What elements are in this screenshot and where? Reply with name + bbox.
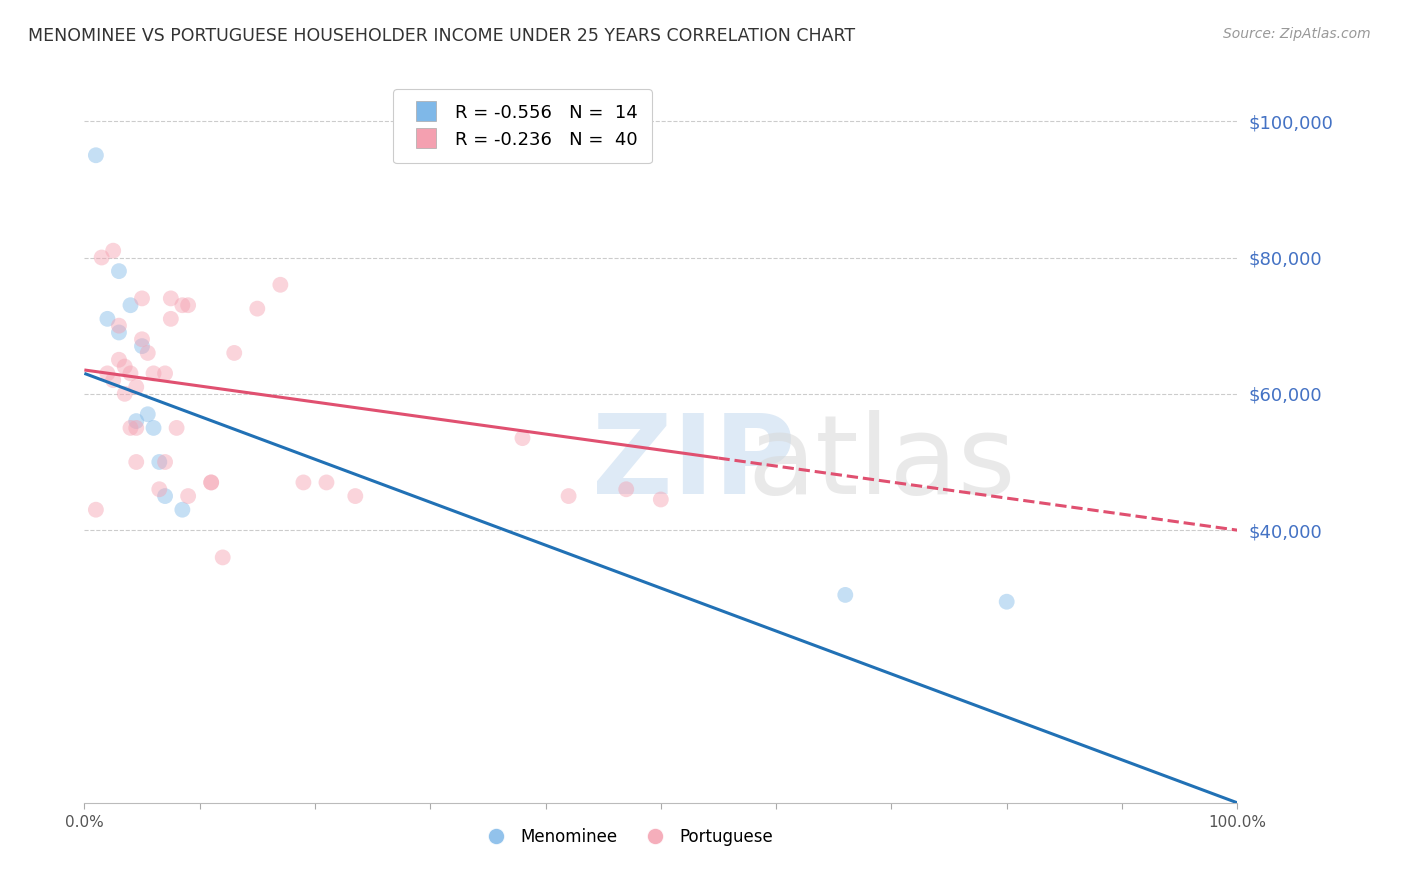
Point — [108, 318, 131, 333]
Legend: Menominee, Portuguese: Menominee, Portuguese — [472, 821, 780, 852]
Point — [125, 455, 148, 469]
Point — [153, 489, 176, 503]
Point — [103, 373, 124, 387]
Point — [995, 595, 1018, 609]
Point — [125, 421, 148, 435]
Point — [148, 455, 170, 469]
Point — [153, 367, 176, 381]
Point — [142, 421, 165, 435]
Point — [114, 387, 136, 401]
Point — [200, 475, 222, 490]
Point — [160, 292, 183, 306]
Point — [200, 475, 222, 490]
Point — [557, 489, 579, 503]
Point — [84, 148, 107, 162]
Point — [120, 298, 142, 312]
Point — [834, 588, 856, 602]
Point — [131, 339, 153, 353]
Point — [96, 367, 118, 381]
Point — [246, 301, 269, 316]
Point — [344, 489, 367, 503]
Point — [142, 367, 165, 381]
Point — [136, 407, 159, 421]
Point — [224, 346, 246, 360]
Text: atlas: atlas — [748, 409, 1015, 516]
Point — [166, 421, 188, 435]
Point — [103, 244, 124, 258]
Point — [269, 277, 291, 292]
Point — [125, 414, 148, 428]
Point — [96, 311, 118, 326]
Point — [211, 550, 233, 565]
Point — [172, 502, 194, 516]
Point — [148, 482, 170, 496]
Point — [315, 475, 337, 490]
Point — [120, 421, 142, 435]
Point — [153, 455, 176, 469]
Point — [90, 251, 112, 265]
Point — [108, 264, 131, 278]
Point — [614, 482, 637, 496]
Point — [650, 492, 672, 507]
Text: MENOMINEE VS PORTUGUESE HOUSEHOLDER INCOME UNDER 25 YEARS CORRELATION CHART: MENOMINEE VS PORTUGUESE HOUSEHOLDER INCO… — [28, 27, 855, 45]
Point — [136, 346, 159, 360]
Point — [108, 352, 131, 367]
Point — [292, 475, 315, 490]
Point — [160, 311, 183, 326]
Point — [177, 489, 200, 503]
Point — [131, 292, 153, 306]
Point — [177, 298, 200, 312]
Point — [108, 326, 131, 340]
Text: ZIP: ZIP — [592, 409, 794, 516]
Text: Source: ZipAtlas.com: Source: ZipAtlas.com — [1223, 27, 1371, 41]
Point — [114, 359, 136, 374]
Point — [512, 431, 534, 445]
Point — [131, 332, 153, 346]
Point — [125, 380, 148, 394]
Point — [172, 298, 194, 312]
Point — [84, 502, 107, 516]
Point — [120, 367, 142, 381]
